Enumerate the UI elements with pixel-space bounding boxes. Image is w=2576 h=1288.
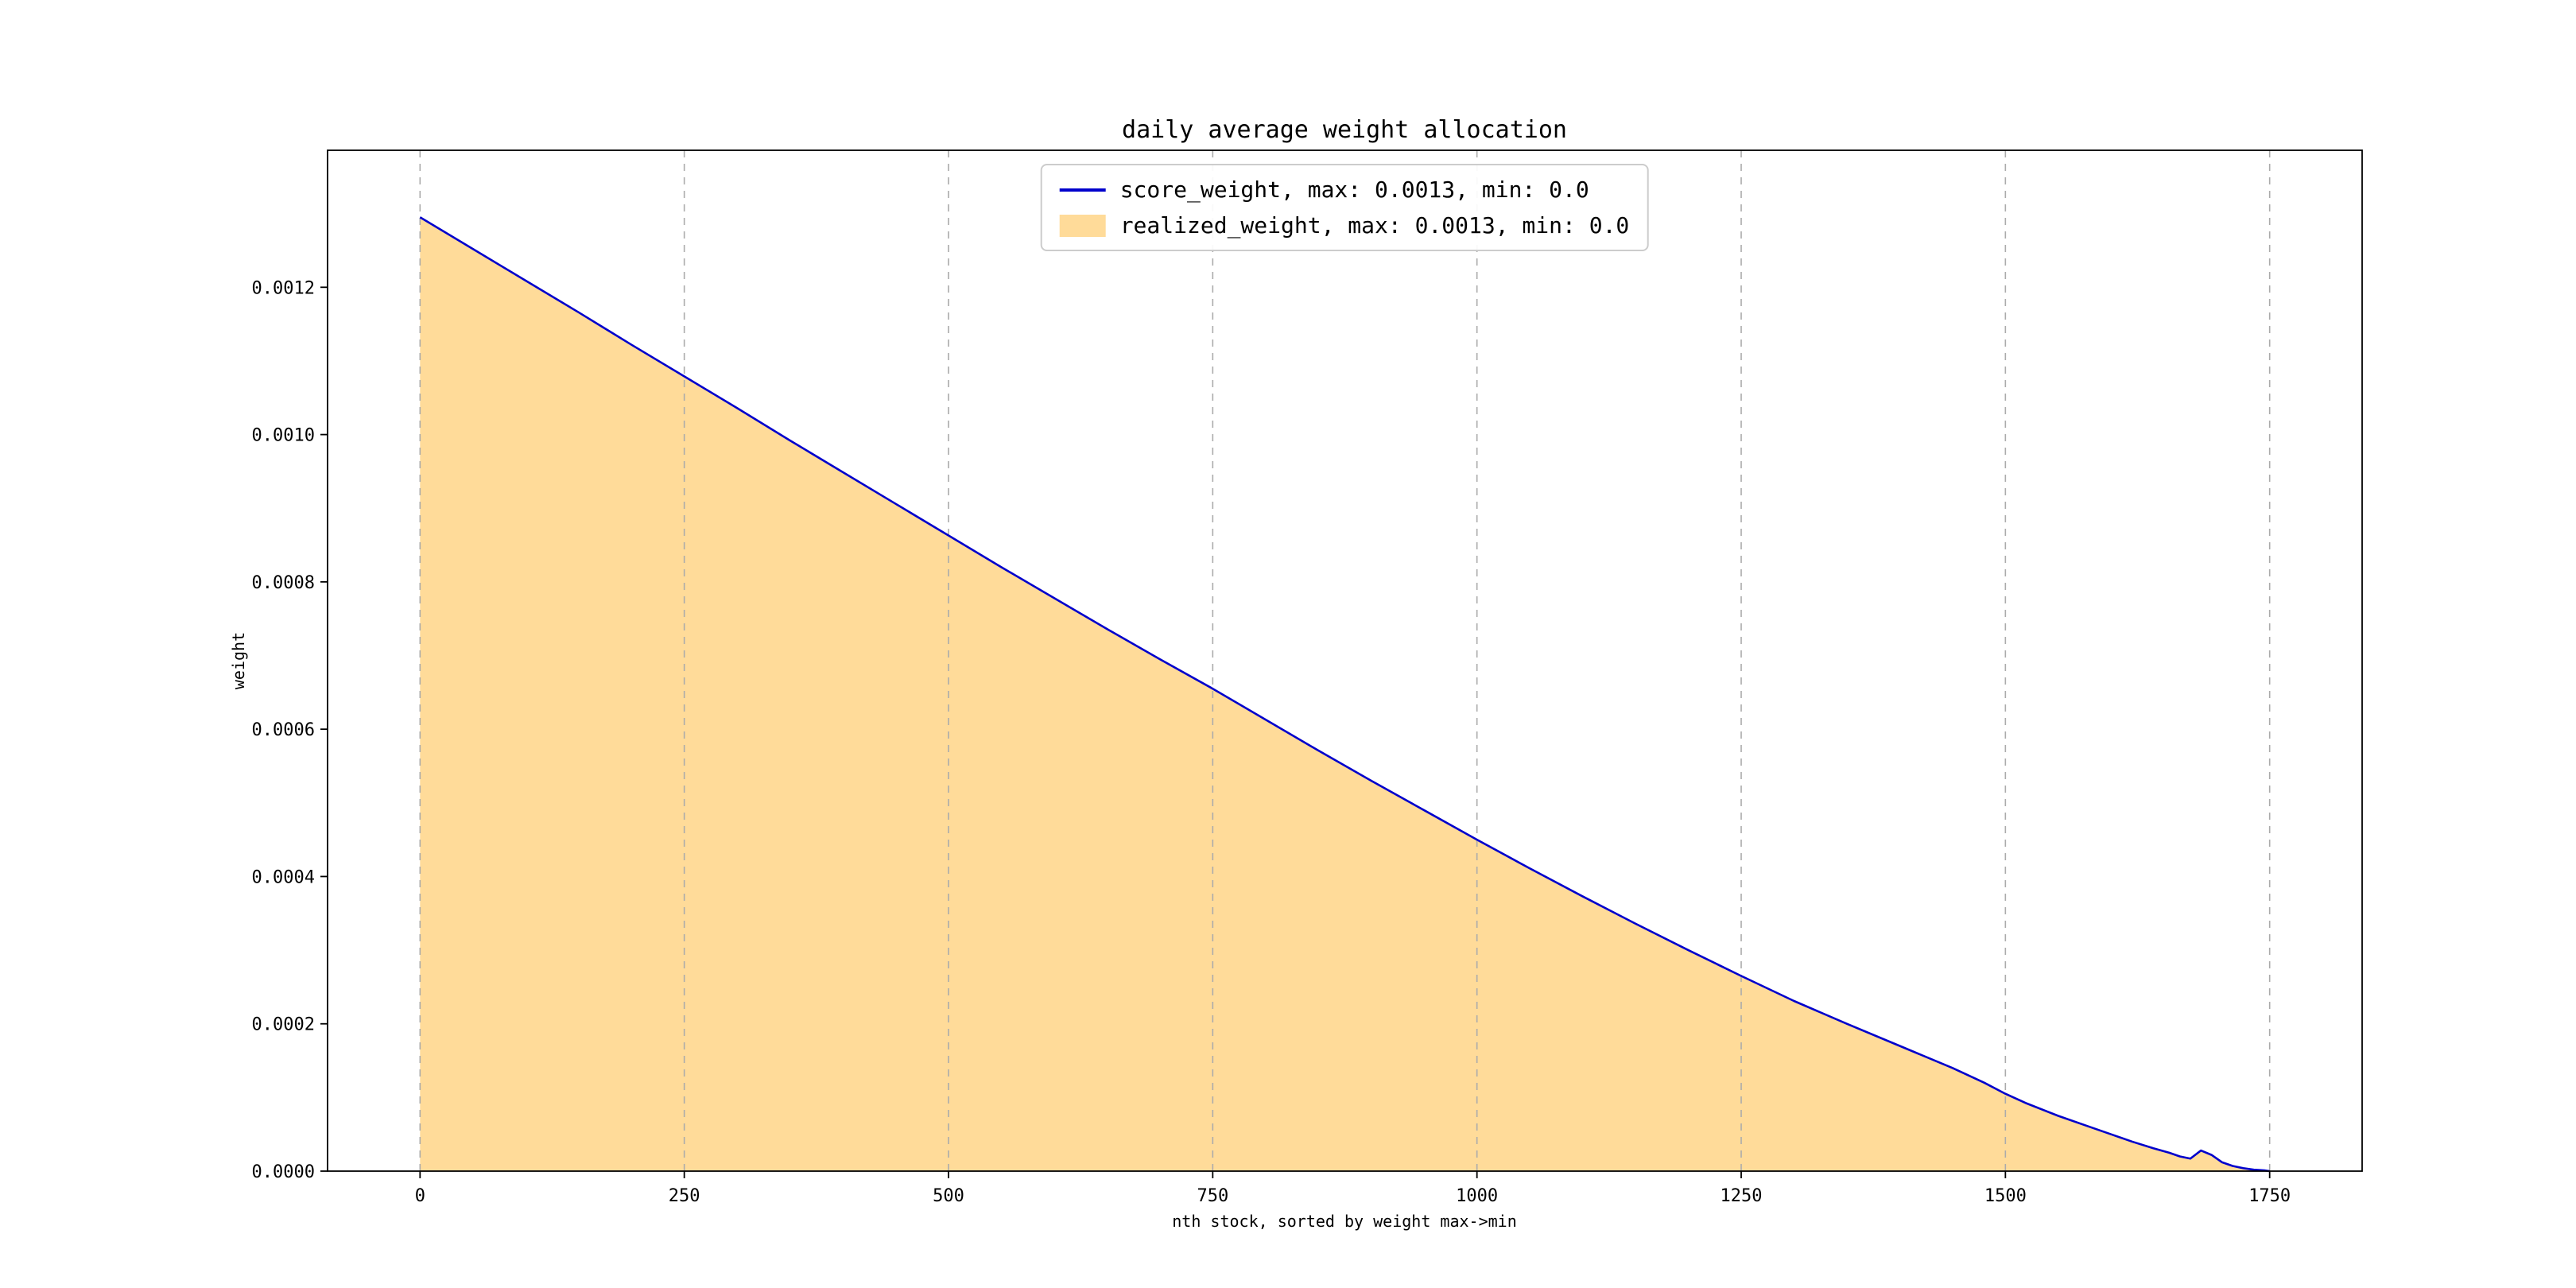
svg-text:1500: 1500	[1984, 1186, 2027, 1206]
svg-text:0: 0	[415, 1186, 425, 1206]
svg-text:1000: 1000	[1456, 1186, 1498, 1206]
legend-label: realized_weight, max: 0.0013, min: 0.0	[1119, 212, 1630, 239]
x-axis-label: nth stock, sorted by weight max->min	[1172, 1212, 1517, 1231]
svg-text:250: 250	[669, 1186, 700, 1206]
svg-text:1250: 1250	[1721, 1186, 1763, 1206]
svg-text:0.0002: 0.0002	[252, 1015, 315, 1035]
svg-text:0.0000: 0.0000	[252, 1162, 315, 1182]
x-axis-ticks: 0 250 500 750 1000 1250 1500 1750	[415, 1171, 2291, 1206]
svg-text:0.0010: 0.0010	[252, 426, 315, 446]
svg-text:500: 500	[933, 1186, 964, 1206]
patch-swatch-icon	[1059, 214, 1106, 237]
svg-text:0.0004: 0.0004	[252, 867, 315, 887]
legend-item-score-weight: score_weight, max: 0.0013, min: 0.0	[1059, 177, 1630, 203]
chart-title: daily average weight allocation	[1122, 116, 1567, 144]
line-swatch-icon	[1059, 188, 1106, 192]
svg-text:750: 750	[1197, 1186, 1228, 1206]
legend: score_weight, max: 0.0013, min: 0.0 real…	[1040, 164, 1649, 251]
y-axis-label: weight	[229, 631, 248, 690]
legend-item-realized-weight: realized_weight, max: 0.0013, min: 0.0	[1059, 212, 1630, 239]
line-series	[419, 216, 2270, 1173]
y-axis-ticks: 0.0000 0.0002 0.0004 0.0006 0.0008 0.0010 0.00…	[252, 278, 328, 1182]
legend-label: score_weight, max: 0.0013, min: 0.0	[1119, 177, 1589, 203]
svg-text:0.0008: 0.0008	[252, 573, 315, 593]
svg-text:0.0012: 0.0012	[252, 278, 315, 298]
svg-text:0.0006: 0.0006	[252, 720, 315, 740]
svg-text:1750: 1750	[2248, 1186, 2291, 1206]
area-series	[420, 217, 2270, 1171]
plot-border	[327, 149, 2363, 1172]
